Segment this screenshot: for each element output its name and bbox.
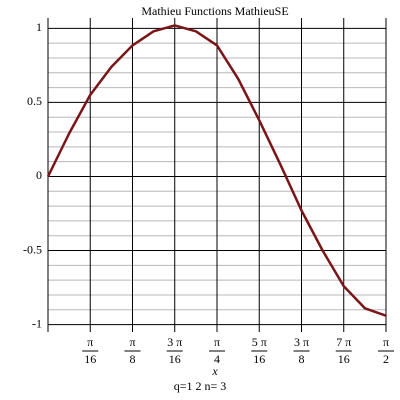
y-tick-label: -1 bbox=[32, 316, 42, 330]
x-tick-numerator: 7 π bbox=[336, 335, 351, 349]
y-tick-label: 1 bbox=[36, 20, 42, 34]
x-tick-numerator: 3 π bbox=[167, 335, 182, 349]
y-tick-label: -0.5 bbox=[23, 242, 42, 256]
x-tick-numerator: π bbox=[129, 335, 135, 349]
y-tick-label: 0 bbox=[36, 168, 42, 182]
x-tick-denominator: 2 bbox=[383, 352, 389, 366]
x-tick-denominator: 16 bbox=[84, 352, 96, 366]
x-tick-denominator: 4 bbox=[214, 352, 220, 366]
x-tick-numerator: π bbox=[383, 335, 389, 349]
x-tick-numerator: π bbox=[214, 335, 220, 349]
x-tick-denominator: 8 bbox=[130, 352, 136, 366]
x-tick-numerator: 5 π bbox=[252, 335, 267, 349]
y-tick-label: 0.5 bbox=[27, 94, 42, 108]
x-tick-denominator: 16 bbox=[169, 352, 181, 366]
x-tick-denominator: 8 bbox=[299, 352, 305, 366]
x-tick-denominator: 16 bbox=[253, 352, 265, 366]
line-series bbox=[46, 24, 387, 317]
x-axis-label: x bbox=[211, 364, 218, 378]
subtitle: q=1 2 n= 3 bbox=[174, 379, 227, 393]
x-tick-denominator: 16 bbox=[338, 352, 350, 366]
chart-title: Mathieu Functions MathieuSE bbox=[141, 4, 288, 18]
x-tick-numerator: π bbox=[87, 335, 93, 349]
x-tick-numerator: 3 π bbox=[294, 335, 309, 349]
